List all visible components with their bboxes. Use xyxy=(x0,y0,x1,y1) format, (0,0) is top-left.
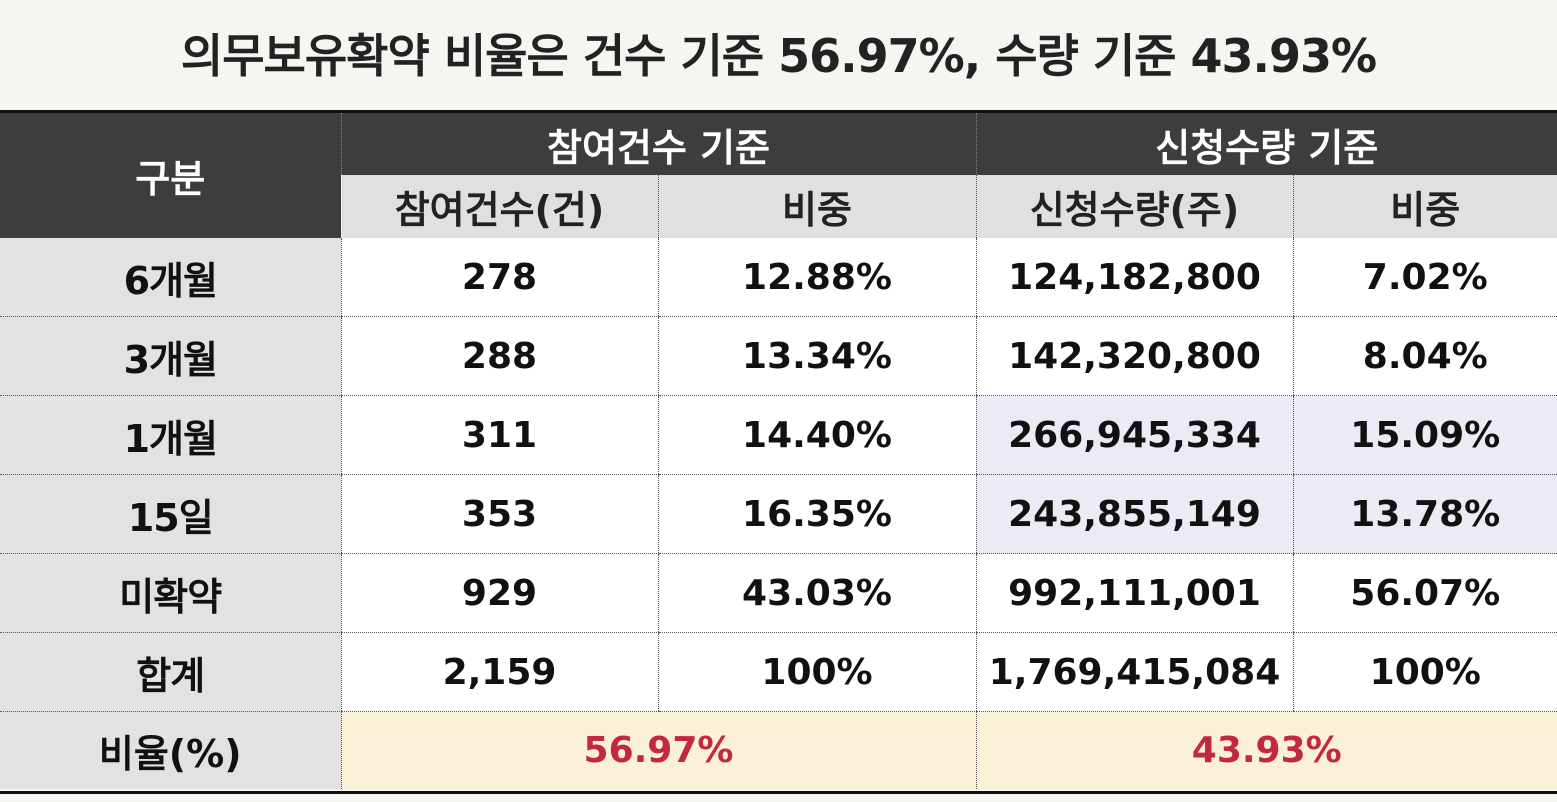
quantity-cell: 992,111,001 xyxy=(975,553,1293,633)
row-label: 합계 xyxy=(0,632,341,712)
table-row-total: 합계 2,159 100% 1,769,415,084 100% xyxy=(0,632,1557,712)
quantity-cell: 266,945,334 xyxy=(975,395,1293,475)
header-group-count: 참여건수 기준 xyxy=(340,113,976,175)
quantity-cell: 124,182,800 xyxy=(975,238,1293,317)
row-label: 1개월 xyxy=(0,395,341,475)
quantity-share-cell: 100% xyxy=(1292,632,1557,712)
header-quantity: 신청수량(주) xyxy=(975,175,1293,238)
quantity-cell: 243,855,149 xyxy=(975,474,1293,554)
quantity-share-cell: 8.04% xyxy=(1292,316,1557,396)
header-quantity-share: 비중 xyxy=(1292,175,1557,238)
data-table-container: 구분 참여건수 기준 신청수량 기준 참여건수(건) 비중 신청수량(주) 비중… xyxy=(0,110,1557,794)
count-share-cell: 43.03% xyxy=(657,553,976,633)
count-cell: 288 xyxy=(340,316,658,396)
table-row-ratio: 비율(%) 56.97% 43.93% xyxy=(0,711,1557,789)
quantity-share-cell: 13.78% xyxy=(1292,474,1557,554)
ratio-label: 비율(%) xyxy=(0,711,341,789)
table-row: 3개월 288 13.34% 142,320,800 8.04% xyxy=(0,316,1557,396)
count-cell: 353 xyxy=(340,474,658,554)
quantity-cell: 142,320,800 xyxy=(975,316,1293,396)
page-title: 의무보유확약 비율은 건수 기준 56.97%, 수량 기준 43.93% xyxy=(180,29,1377,83)
row-label: 3개월 xyxy=(0,316,341,396)
table-row: 미확약 929 43.03% 992,111,001 56.07% xyxy=(0,553,1557,633)
table-row: 6개월 278 12.88% 124,182,800 7.02% xyxy=(0,238,1557,317)
quantity-share-cell: 56.07% xyxy=(1292,553,1557,633)
count-cell: 2,159 xyxy=(340,632,658,712)
count-share-cell: 12.88% xyxy=(657,238,976,317)
title-bar: 의무보유확약 비율은 건수 기준 56.97%, 수량 기준 43.93% xyxy=(0,0,1557,108)
count-cell: 278 xyxy=(340,238,658,317)
table-row: 15일 353 16.35% 243,855,149 13.78% xyxy=(0,474,1557,554)
count-share-cell: 100% xyxy=(657,632,976,712)
quantity-ratio-cell: 43.93% xyxy=(975,711,1557,789)
count-cell: 929 xyxy=(340,553,658,633)
header-count: 참여건수(건) xyxy=(340,175,658,238)
count-cell: 311 xyxy=(340,395,658,475)
header-group-quantity: 신청수량 기준 xyxy=(975,113,1557,175)
count-share-cell: 16.35% xyxy=(657,474,976,554)
row-label: 6개월 xyxy=(0,238,341,317)
table-row: 1개월 311 14.40% 266,945,334 15.09% xyxy=(0,395,1557,475)
quantity-share-cell: 7.02% xyxy=(1292,238,1557,317)
header-category: 구분 xyxy=(0,113,341,238)
count-share-cell: 13.34% xyxy=(657,316,976,396)
row-label: 미확약 xyxy=(0,553,341,633)
quantity-cell: 1,769,415,084 xyxy=(975,632,1293,712)
quantity-share-cell: 15.09% xyxy=(1292,395,1557,475)
lockup-ratio-table: 구분 참여건수 기준 신청수량 기준 참여건수(건) 비중 신청수량(주) 비중… xyxy=(0,113,1557,789)
row-label: 15일 xyxy=(0,474,341,554)
count-ratio-cell: 56.97% xyxy=(340,711,976,789)
header-count-share: 비중 xyxy=(657,175,976,238)
count-share-cell: 14.40% xyxy=(657,395,976,475)
